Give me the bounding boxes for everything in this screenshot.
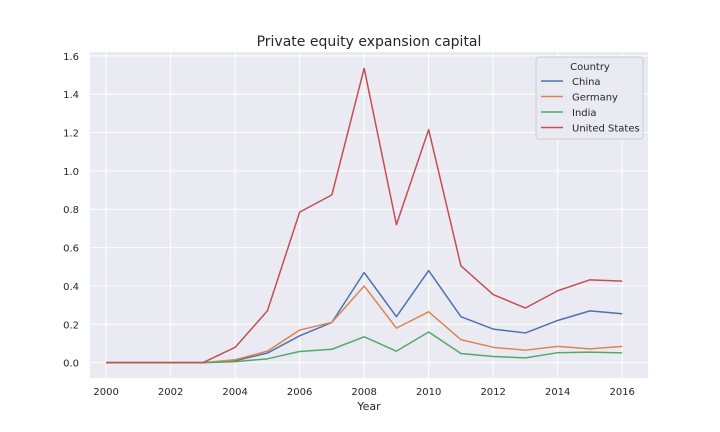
x-tick-labels: 2000 2002 2004 2006 2008 2010 2012 2014 2016 xyxy=(93,387,635,398)
y-tick-label: 0.4 xyxy=(63,282,79,293)
y-tick-label: 1.0 xyxy=(63,167,79,178)
y-tick-label: 0.6 xyxy=(63,244,79,255)
x-axis-label: Year xyxy=(356,400,381,413)
y-tick-labels: 0.0 0.2 0.4 0.6 0.8 1.0 1.2 1.4 1.6 xyxy=(63,52,79,370)
x-tick-label: 2000 xyxy=(93,387,118,398)
x-tick-label: 2012 xyxy=(480,387,505,398)
legend-label-china: China xyxy=(572,77,601,88)
legend: Country China Germany India United States xyxy=(535,56,644,140)
legend-box xyxy=(535,56,644,140)
x-tick-label: 2008 xyxy=(351,387,376,398)
series-lines xyxy=(106,67,623,364)
chart-title: Private equity expansion capital xyxy=(257,34,482,50)
y-tick-label: 1.4 xyxy=(63,90,79,101)
y-tick-label: 0.0 xyxy=(63,359,79,370)
legend-items: China Germany India United States xyxy=(541,77,640,135)
y-tick-label: 1.6 xyxy=(63,52,79,63)
series-line-united-states xyxy=(106,67,623,364)
legend-label-germany: Germany xyxy=(572,93,618,104)
y-tick-label: 0.8 xyxy=(63,205,79,216)
y-tick-label: 1.2 xyxy=(63,129,79,140)
legend-label-india: India xyxy=(572,108,597,119)
x-tick-label: 2006 xyxy=(287,387,312,398)
legend-title: Country xyxy=(570,62,610,73)
x-tick-label: 2010 xyxy=(416,387,441,398)
x-tick-label: 2004 xyxy=(222,387,247,398)
y-tick-label: 0.2 xyxy=(63,320,79,331)
x-tick-label: 2014 xyxy=(545,387,570,398)
legend-label-united-states: United States xyxy=(572,124,640,135)
x-tick-label: 2016 xyxy=(609,387,634,398)
x-tick-label: 2002 xyxy=(158,387,183,398)
